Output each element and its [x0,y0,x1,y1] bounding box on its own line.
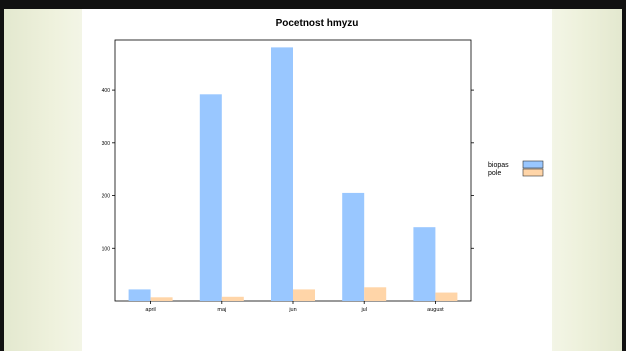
x-tick-label-august: august [427,307,444,313]
chart-title: Pocetnost hmyzu [276,18,359,29]
left-decorative-panel [4,9,82,351]
y-tick-label: 400 [102,88,111,94]
y-tick-label: 300 [102,141,111,147]
legend-label-biopas: biopas [488,162,509,169]
x-tick-label-maj: maj [217,307,226,313]
bar-pole-april [150,297,173,301]
y-tick-label: 100 [102,246,111,252]
right-decorative-panel [552,9,622,351]
y-axis: 100 200 300 400 [102,88,474,252]
x-tick-label-april: april [145,307,155,313]
legend-label-pole: pole [488,170,501,177]
bar-biopas-august [413,227,436,301]
bar-pole-maj [221,296,244,301]
bar-biopas-jun [271,47,293,301]
x-tick-label-jul: jul [360,307,367,313]
bar-pole-jul [364,287,387,301]
x-axis-labels: april maj jun jul august [145,307,444,313]
x-tick-label-jun: jun [288,307,296,313]
bar-biopas-april [128,289,151,301]
bar-pole-jun [293,289,315,301]
legend-swatch-pole [522,168,544,177]
y-tick-label: 200 [102,194,111,200]
bar-pole-august [435,292,458,301]
bar-group [128,47,458,304]
bar-biopas-jul [342,192,365,301]
bar-biopas-maj [199,94,222,302]
legend-swatch-biopas [522,160,544,169]
